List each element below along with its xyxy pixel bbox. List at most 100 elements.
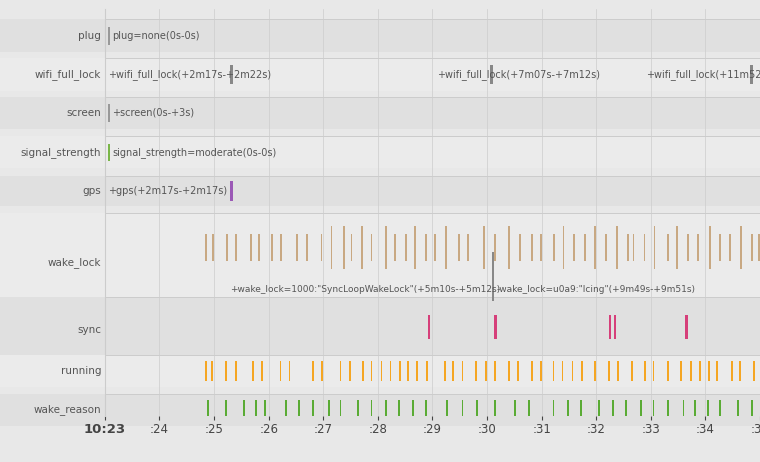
Bar	[363, 361, 364, 381]
Bar	[709, 234, 711, 261]
Bar	[690, 361, 692, 381]
Bar	[667, 400, 669, 419]
Bar	[740, 234, 742, 261]
Text: screen: screen	[66, 108, 101, 118]
Bar	[251, 234, 252, 261]
Text: +screen(0s-+3s): +screen(0s-+3s)	[112, 108, 195, 118]
Bar	[708, 361, 710, 381]
Bar	[616, 234, 618, 261]
Bar	[0, 297, 105, 364]
Bar	[105, 355, 760, 387]
Bar	[105, 19, 760, 52]
Bar	[230, 181, 233, 201]
Bar	[605, 234, 607, 261]
Bar	[321, 234, 322, 261]
Bar	[608, 361, 610, 381]
Bar	[581, 361, 583, 381]
Bar	[264, 400, 266, 419]
Bar	[750, 65, 753, 84]
Text: +wifi_full_lock(+7m07s-+7m12s): +wifi_full_lock(+7m07s-+7m12s)	[437, 69, 600, 80]
Bar	[105, 213, 760, 311]
Bar	[494, 361, 496, 381]
Bar	[331, 225, 332, 269]
Bar	[476, 400, 478, 419]
Bar	[340, 361, 341, 381]
Bar	[632, 234, 635, 261]
Bar	[446, 400, 448, 419]
Bar	[676, 225, 678, 269]
Bar	[258, 234, 260, 261]
Bar	[653, 361, 654, 381]
Bar	[405, 234, 407, 261]
Bar	[331, 234, 332, 261]
Bar	[758, 234, 760, 261]
Bar	[398, 400, 400, 419]
Bar	[205, 361, 207, 381]
Bar	[399, 361, 401, 381]
Bar	[371, 234, 372, 261]
Bar	[371, 400, 372, 419]
Bar	[508, 361, 510, 381]
Bar	[562, 225, 565, 269]
Bar	[445, 225, 447, 269]
Bar	[508, 234, 510, 261]
Bar	[280, 234, 282, 261]
Text: wifi_full_lock: wifi_full_lock	[35, 69, 101, 80]
Bar	[108, 104, 110, 122]
Bar	[425, 234, 427, 261]
Bar	[553, 234, 556, 261]
Bar	[105, 394, 760, 426]
Bar	[719, 400, 721, 419]
Text: plug: plug	[78, 30, 101, 41]
Bar	[567, 400, 569, 419]
Bar	[394, 234, 396, 261]
Bar	[489, 65, 493, 84]
Bar	[298, 400, 299, 419]
Bar	[344, 225, 345, 269]
Bar	[105, 176, 760, 207]
Text: signal_strength: signal_strength	[21, 147, 101, 158]
Bar	[553, 400, 554, 419]
Bar	[553, 361, 554, 381]
Bar	[428, 316, 430, 339]
Bar	[271, 234, 273, 261]
Bar	[280, 361, 281, 381]
Text: +wifi_full_lock(+2m17s-+2m22s): +wifi_full_lock(+2m17s-+2m22s)	[108, 69, 271, 80]
Bar	[0, 394, 105, 426]
Bar	[414, 225, 416, 269]
Bar	[211, 361, 213, 381]
Bar	[426, 361, 428, 381]
Text: +wake_lock=1000:"SyncLoopWakeLock"(+5m10s-+5m12s): +wake_lock=1000:"SyncLoopWakeLock"(+5m10…	[230, 285, 501, 294]
Bar	[452, 361, 454, 381]
Bar	[676, 234, 678, 261]
Bar	[212, 234, 214, 261]
Bar	[108, 27, 110, 45]
Bar	[508, 225, 510, 269]
Bar	[494, 234, 496, 261]
Bar	[255, 400, 257, 419]
Text: running: running	[61, 366, 101, 376]
Bar	[235, 361, 237, 381]
Bar	[261, 361, 263, 381]
Bar	[697, 234, 699, 261]
Bar	[752, 361, 755, 381]
Bar	[321, 361, 323, 381]
Bar	[530, 361, 533, 381]
Bar	[594, 361, 596, 381]
Bar	[108, 144, 110, 161]
Bar	[483, 225, 485, 269]
Bar	[0, 213, 105, 311]
Bar	[445, 361, 446, 381]
Bar	[719, 234, 721, 261]
Bar	[467, 234, 469, 261]
Bar	[519, 234, 521, 261]
Bar	[729, 234, 731, 261]
Bar	[416, 361, 418, 381]
Bar	[627, 234, 629, 261]
Bar	[243, 400, 245, 419]
Bar	[461, 361, 464, 381]
Bar	[381, 361, 382, 381]
Bar	[739, 361, 741, 381]
Bar	[572, 361, 574, 381]
Bar	[515, 400, 516, 419]
